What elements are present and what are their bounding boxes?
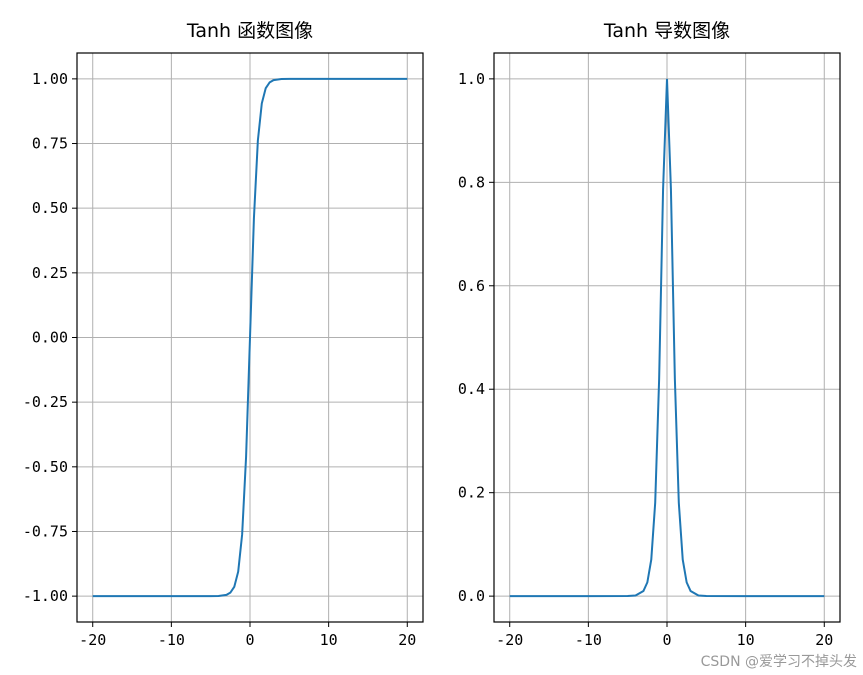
y-tick-label: -0.50 (23, 458, 68, 476)
x-tick-label: -20 (79, 631, 106, 649)
y-tick-label: 0.50 (32, 199, 68, 217)
tanh-derivative-chart: -20 -10 0 10 20 0.0 0.2 0.4 0.6 0.8 1.0 Tanh 导数图像 (458, 20, 841, 649)
y-tick-label: 0.00 (32, 329, 68, 347)
y-tick-label: 0.6 (458, 277, 485, 295)
y-tick-label: 0.4 (458, 380, 485, 398)
tanh-function-chart: -20 -10 0 10 20 -1.00 -0.75 -0.50 -0.25 0.00 0.25 0… (23, 20, 424, 649)
series-line (92, 77, 408, 598)
y-tick-label: 0.25 (32, 264, 68, 282)
y-tick-label: 0.75 (32, 135, 68, 153)
y-tick-label: 1.0 (458, 70, 485, 88)
y-tick-label: 0.2 (458, 484, 485, 502)
y-tick-label: 1.00 (32, 70, 68, 88)
y-tick-label: -0.25 (23, 393, 68, 411)
series-line (509, 78, 825, 598)
x-tick-label: 10 (320, 631, 338, 649)
y-tick-label: 0.0 (458, 587, 485, 605)
y-tick-label: 0.8 (458, 173, 485, 191)
x-tick-label: 0 (245, 631, 254, 649)
x-tick-label: -10 (158, 631, 185, 649)
x-tick-label: -10 (575, 631, 602, 649)
x-tick-label: 20 (398, 631, 416, 649)
watermark: CSDN @爱学习不掉头发 (701, 654, 857, 670)
x-tick-label: 20 (815, 631, 833, 649)
y-tick-label: -0.75 (23, 522, 68, 540)
chart-title: Tanh 导数图像 (603, 20, 730, 42)
y-tick-label: -1.00 (23, 587, 68, 605)
x-tick-label: -20 (496, 631, 523, 649)
chart-title: Tanh 函数图像 (186, 20, 313, 42)
x-tick-label: 10 (737, 631, 755, 649)
x-tick-label: 0 (662, 631, 671, 649)
